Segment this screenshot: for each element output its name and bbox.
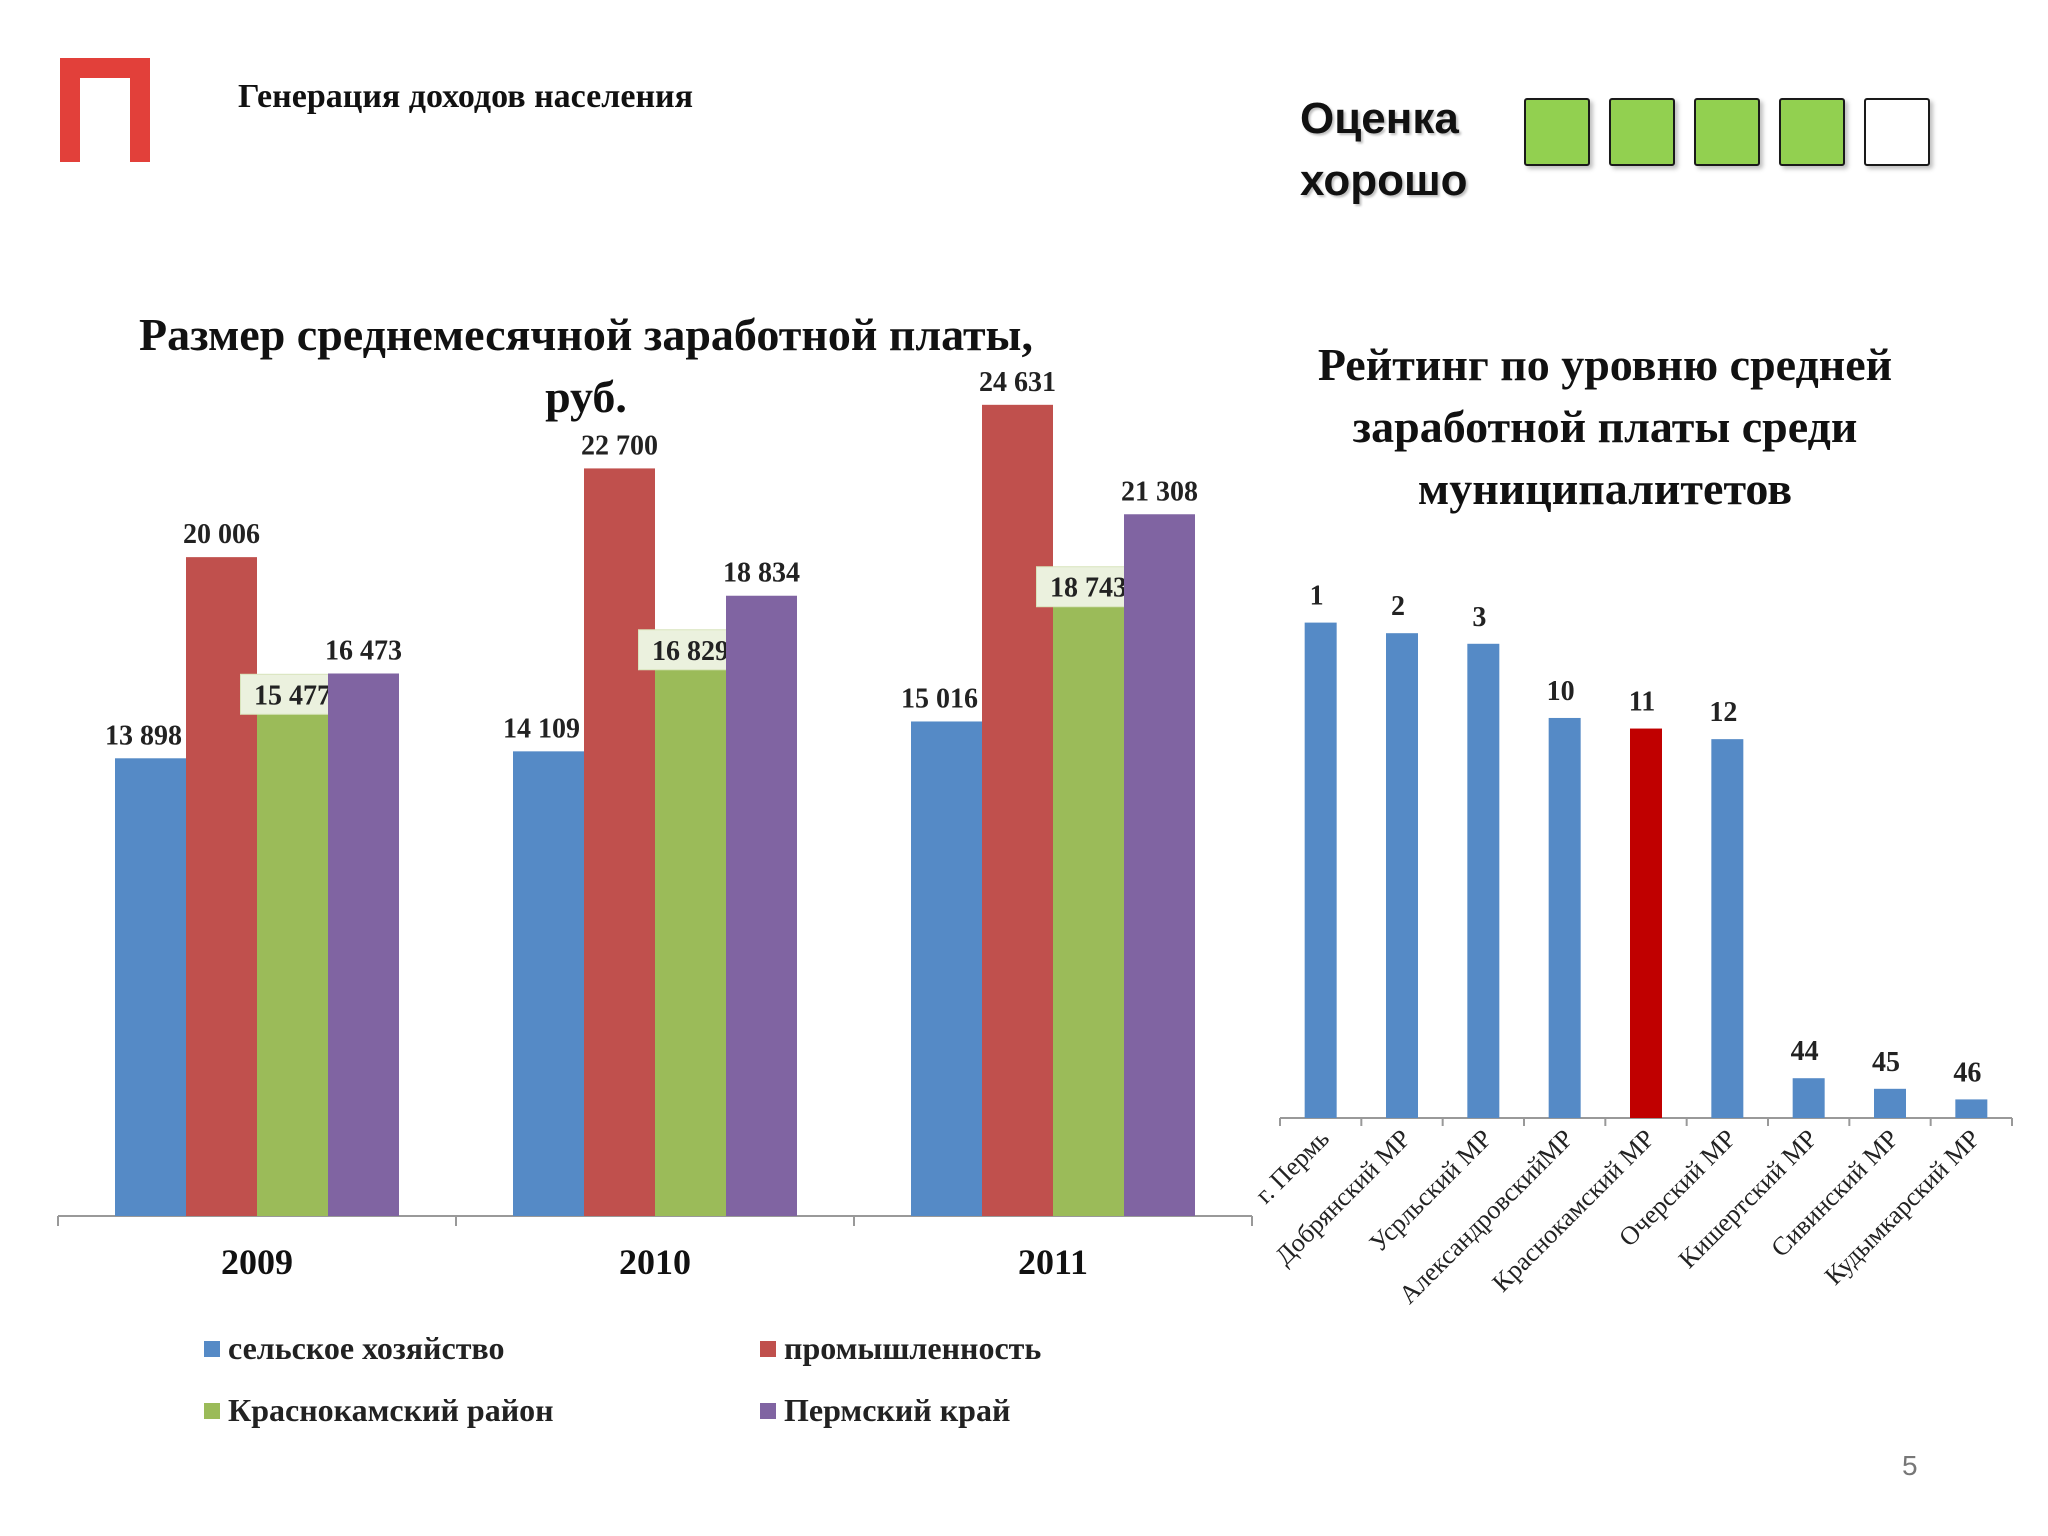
bar	[982, 404, 1053, 1216]
legend-item-perm-krai: Пермский край	[760, 1392, 1010, 1429]
data-label-box	[240, 673, 345, 715]
bar	[1467, 643, 1500, 1118]
data-label: 45	[1872, 1047, 1900, 1078]
bar	[1124, 514, 1195, 1216]
legend-item-agriculture: сельское хозяйство	[204, 1330, 504, 1367]
rating-box-filled	[1694, 98, 1760, 166]
data-label: 13 898	[105, 720, 182, 751]
rating-box-filled	[1779, 98, 1845, 166]
rating-score-boxes	[1524, 98, 1930, 166]
data-label: 12	[1709, 697, 1737, 728]
data-label: 1	[1310, 581, 1324, 612]
rating-label-line2: хорошо	[1300, 156, 1468, 205]
data-label: 18 834	[723, 558, 800, 589]
data-label: 15 477	[254, 680, 331, 711]
bar	[1304, 622, 1337, 1118]
x-tick-label: 2010	[619, 1242, 691, 1282]
bar	[655, 661, 726, 1216]
legend-swatch	[760, 1402, 776, 1419]
logo	[60, 58, 150, 162]
page-number: 5	[1902, 1450, 1918, 1481]
data-label: 15 016	[901, 683, 978, 714]
legend-label: Краснокамский район	[228, 1392, 554, 1428]
bar	[1053, 598, 1124, 1216]
bar	[115, 758, 186, 1216]
data-label: 20 006	[183, 519, 260, 550]
salary-chart-title: Размер среднемесячной заработной платы, …	[139, 309, 1033, 422]
data-label: 24 631	[979, 367, 1056, 398]
x-tick-label: Кишертский МР	[1673, 1124, 1823, 1274]
legend-label: Пермский край	[784, 1392, 1011, 1428]
x-tick-label: 2009	[221, 1242, 293, 1282]
data-label: 44	[1791, 1036, 1819, 1067]
data-label: 46	[1953, 1057, 1981, 1088]
data-label: 16 829	[652, 636, 729, 667]
bar	[1548, 717, 1581, 1118]
data-label: 22 700	[581, 430, 658, 461]
ranking-chart-title: Рейтинг по уровню средней заработной пла…	[1317, 339, 1893, 514]
x-tick-label: 2011	[1018, 1242, 1088, 1282]
bar	[1711, 739, 1744, 1118]
data-label: 14 109	[503, 713, 580, 744]
bar	[186, 557, 257, 1216]
rating-box-empty	[1864, 98, 1930, 166]
rating-box-filled	[1524, 98, 1590, 166]
rating-label-line1: Оценка	[1300, 94, 1459, 143]
legend-item-industry: промышленность	[760, 1330, 1041, 1367]
rating-box-filled	[1609, 98, 1675, 166]
bar	[726, 595, 797, 1216]
bar	[1792, 1078, 1825, 1118]
bar	[584, 468, 655, 1216]
legend-label: промышленность	[784, 1330, 1042, 1366]
data-label-box	[638, 629, 743, 671]
page-header-title: Генерация доходов населения	[238, 78, 694, 115]
bar	[328, 673, 399, 1216]
bar	[1874, 1088, 1906, 1118]
legend-item-krasnokamsk: Краснокамский район	[204, 1392, 554, 1429]
bar	[513, 751, 584, 1216]
data-label: 21 308	[1121, 476, 1198, 507]
legend-swatch	[204, 1402, 220, 1419]
legend-swatch	[760, 1340, 776, 1357]
legend-swatch	[204, 1340, 220, 1357]
salary-bar-chart: 13 898 20 006 15 477 16 473 2009 14 109 22 700…	[57, 367, 1253, 1282]
data-label: 11	[1629, 687, 1655, 718]
bar	[1630, 728, 1662, 1118]
data-label: 18 743	[1050, 573, 1127, 604]
bar	[1955, 1099, 1988, 1118]
legend-label: сельское хозяйство	[228, 1330, 505, 1366]
rating-label: Оценка хорошо	[1300, 88, 1468, 212]
x-tick-label: Кудымкарский МР	[1819, 1124, 1986, 1291]
data-label: 16 473	[325, 635, 402, 666]
data-label: 2	[1391, 591, 1405, 622]
data-label: 3	[1472, 602, 1486, 633]
data-label: 10	[1547, 676, 1575, 707]
bar	[257, 706, 328, 1216]
bar	[1386, 633, 1418, 1118]
bar	[911, 721, 982, 1216]
